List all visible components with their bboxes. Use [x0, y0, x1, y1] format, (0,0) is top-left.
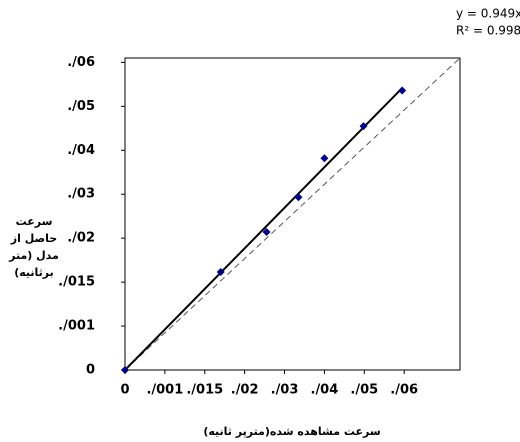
plot-area	[124, 57, 461, 371]
x-tick-label: ./02	[231, 383, 259, 398]
y-tick-label: 0	[86, 363, 95, 378]
r-squared: R² = 0.998	[456, 24, 520, 38]
point	[262, 228, 271, 237]
x-tick-label: ./06	[390, 383, 418, 398]
point	[216, 268, 225, 277]
x-tick-label: 0	[120, 383, 129, 398]
point	[359, 122, 368, 131]
y-tick-label: ./05	[67, 99, 95, 114]
x-tick-label: ./05	[350, 383, 378, 398]
y-tick-label: ./015	[58, 275, 95, 290]
reference-line	[124, 57, 461, 371]
y-axis-title: حاصل از	[10, 232, 57, 245]
y-tick-label: ./03	[67, 187, 95, 202]
y-tick-label: ./04	[67, 143, 95, 158]
point	[294, 193, 303, 202]
y-axis-title: مدل (متر	[8, 249, 59, 262]
equation: y = 0.949x	[456, 7, 520, 21]
x-tick-label: ./04	[311, 383, 339, 398]
y-tick-label: ./001	[58, 319, 95, 334]
trend-line	[124, 87, 403, 371]
x-axis-title: سرعت مشاهده شده(مترپر ثانیه)	[203, 425, 380, 438]
x-tick-label: ./03	[271, 383, 299, 398]
y-tick-label: ./02	[67, 231, 95, 246]
y-tick-label: ./06	[67, 55, 95, 70]
point	[320, 154, 329, 163]
y-axis-title: سرعت	[16, 215, 53, 228]
x-tick-label: ./015	[186, 383, 223, 398]
x-tick-label: ./001	[146, 383, 183, 398]
point	[398, 86, 407, 95]
y-axis-title: برثانیه)	[14, 266, 54, 279]
point	[121, 366, 129, 374]
